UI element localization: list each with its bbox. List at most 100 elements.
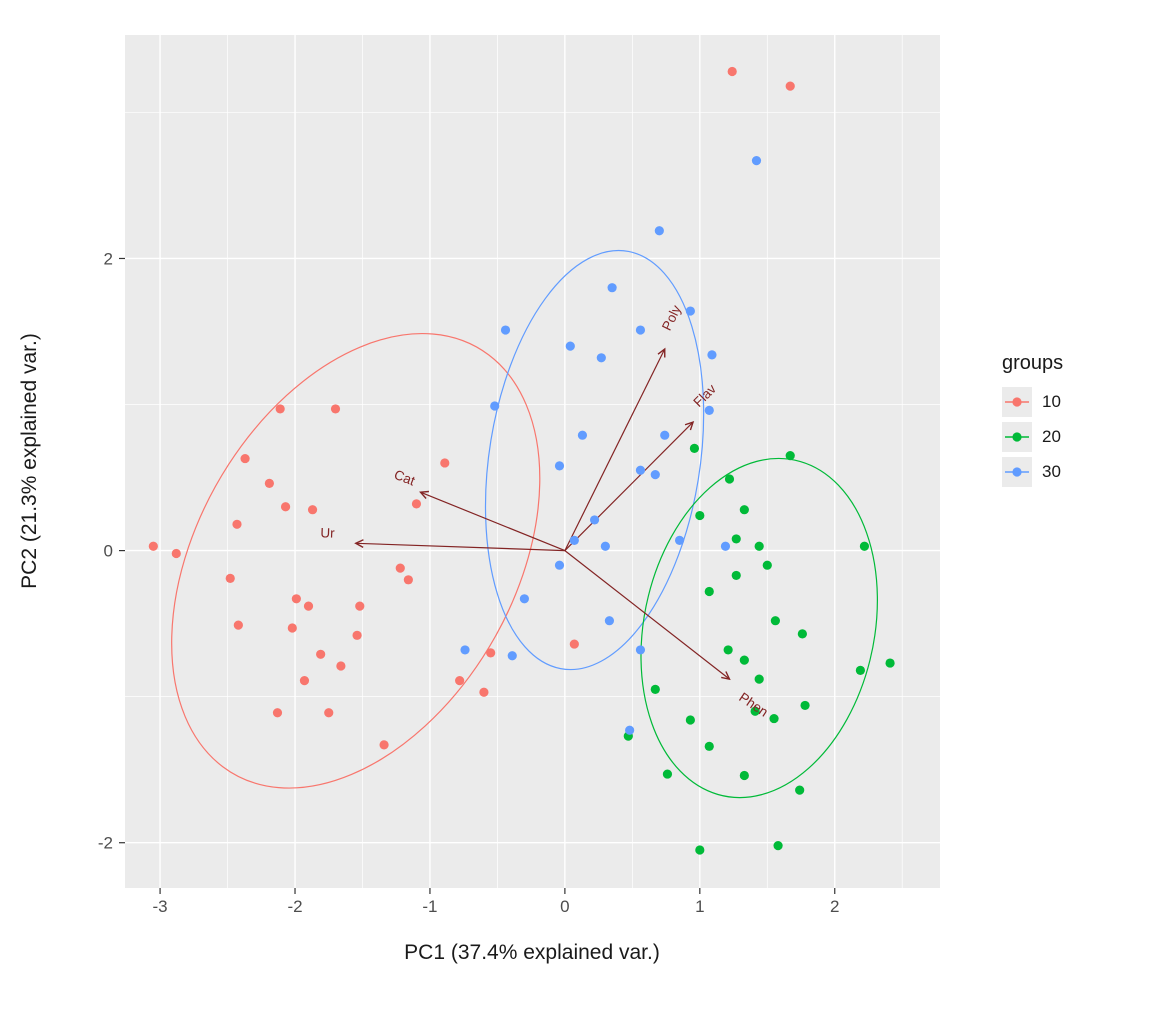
data-point <box>727 66 737 77</box>
data-point <box>596 353 606 363</box>
x-tick-label: 1 <box>695 897 704 916</box>
data-point <box>704 741 714 751</box>
group-ellipse <box>607 429 911 826</box>
data-point <box>607 283 617 293</box>
data-point <box>739 655 749 665</box>
data-point <box>797 629 807 639</box>
x-tick-label: -3 <box>153 897 168 916</box>
legend-item-label: 10 <box>1042 392 1061 411</box>
data-point <box>773 841 783 851</box>
data-point <box>795 785 805 795</box>
data-point <box>650 470 660 480</box>
legend-key-point <box>1012 467 1022 477</box>
legend-key-point <box>1012 397 1022 407</box>
loading-arrow <box>564 347 666 551</box>
data-point <box>569 639 579 649</box>
data-point <box>731 534 741 544</box>
data-point <box>704 405 714 415</box>
data-point <box>486 648 496 658</box>
legend-key-swatch <box>1002 422 1032 452</box>
x-tick-label: -1 <box>422 897 437 916</box>
data-point <box>885 658 895 668</box>
data-point <box>264 478 274 489</box>
plot-panel <box>125 35 940 888</box>
data-point <box>754 541 764 551</box>
data-point <box>724 474 735 484</box>
data-point <box>272 708 283 718</box>
y-axis-title: PC2 (21.3% explained var.) <box>18 333 41 589</box>
data-point <box>720 541 731 551</box>
legend-key-point <box>1012 432 1022 442</box>
data-point <box>762 560 772 570</box>
x-tick-label: -2 <box>287 897 302 916</box>
data-point <box>355 601 365 611</box>
data-point <box>731 570 741 581</box>
loading-arrow <box>564 420 695 552</box>
legend-item: 20 <box>1002 422 1063 452</box>
data-point <box>770 616 780 626</box>
data-point <box>604 616 615 626</box>
data-point <box>785 81 795 91</box>
data-point <box>674 535 685 545</box>
data-point <box>723 645 733 655</box>
legend-item: 30 <box>1002 457 1063 487</box>
data-point <box>707 350 717 360</box>
legend-key-swatch <box>1002 387 1032 417</box>
data-point <box>500 325 511 335</box>
data-point <box>751 156 762 166</box>
x-axis-title: PC1 (37.4% explained var.) <box>404 941 660 964</box>
data-point <box>171 548 181 559</box>
data-point <box>739 770 749 781</box>
loading-arrow <box>564 550 731 681</box>
group-ellipse <box>96 259 616 863</box>
loading-label: Cat <box>392 467 417 489</box>
x-tick-label: 0 <box>560 897 569 916</box>
data-point <box>635 645 646 655</box>
data-point <box>625 725 635 735</box>
data-point <box>635 465 646 475</box>
y-tick-label: 2 <box>104 249 113 268</box>
data-point <box>689 443 700 453</box>
data-point <box>316 649 326 659</box>
data-point <box>754 674 764 684</box>
legend-items: 10 20 30 <box>1002 387 1063 487</box>
data-point <box>490 401 500 411</box>
legend-key-swatch <box>1002 457 1032 487</box>
data-point <box>662 769 673 779</box>
data-point <box>507 651 517 661</box>
data-point <box>650 684 660 694</box>
data-point <box>291 594 301 604</box>
data-point <box>479 687 489 697</box>
data-point <box>148 541 158 551</box>
data-point <box>600 541 610 551</box>
data-point <box>275 404 285 414</box>
data-point <box>287 623 297 633</box>
legend-item-label: 30 <box>1042 462 1061 481</box>
loading-arrow <box>419 490 566 552</box>
data-point <box>695 510 705 521</box>
data-point <box>460 645 470 655</box>
data-point <box>403 575 413 585</box>
data-point <box>565 341 575 351</box>
legend-item: 10 <box>1002 387 1063 417</box>
legend-key-icon <box>1005 467 1029 477</box>
data-point <box>379 740 389 750</box>
data-point <box>455 675 465 686</box>
data-point <box>859 541 870 551</box>
data-point <box>336 661 346 671</box>
data-point <box>589 515 600 525</box>
group-ellipse <box>457 232 732 689</box>
data-point <box>685 306 695 316</box>
data-point <box>519 594 530 604</box>
data-point <box>660 430 670 440</box>
legend-key-icon <box>1005 432 1029 442</box>
data-point <box>704 586 714 597</box>
data-point <box>225 573 235 583</box>
data-point <box>352 630 362 640</box>
legend: groups 10 20 30 <box>1002 352 1063 492</box>
y-tick-label: 0 <box>104 542 113 561</box>
data-point <box>554 560 565 570</box>
data-point <box>330 404 341 414</box>
data-point <box>554 461 565 471</box>
